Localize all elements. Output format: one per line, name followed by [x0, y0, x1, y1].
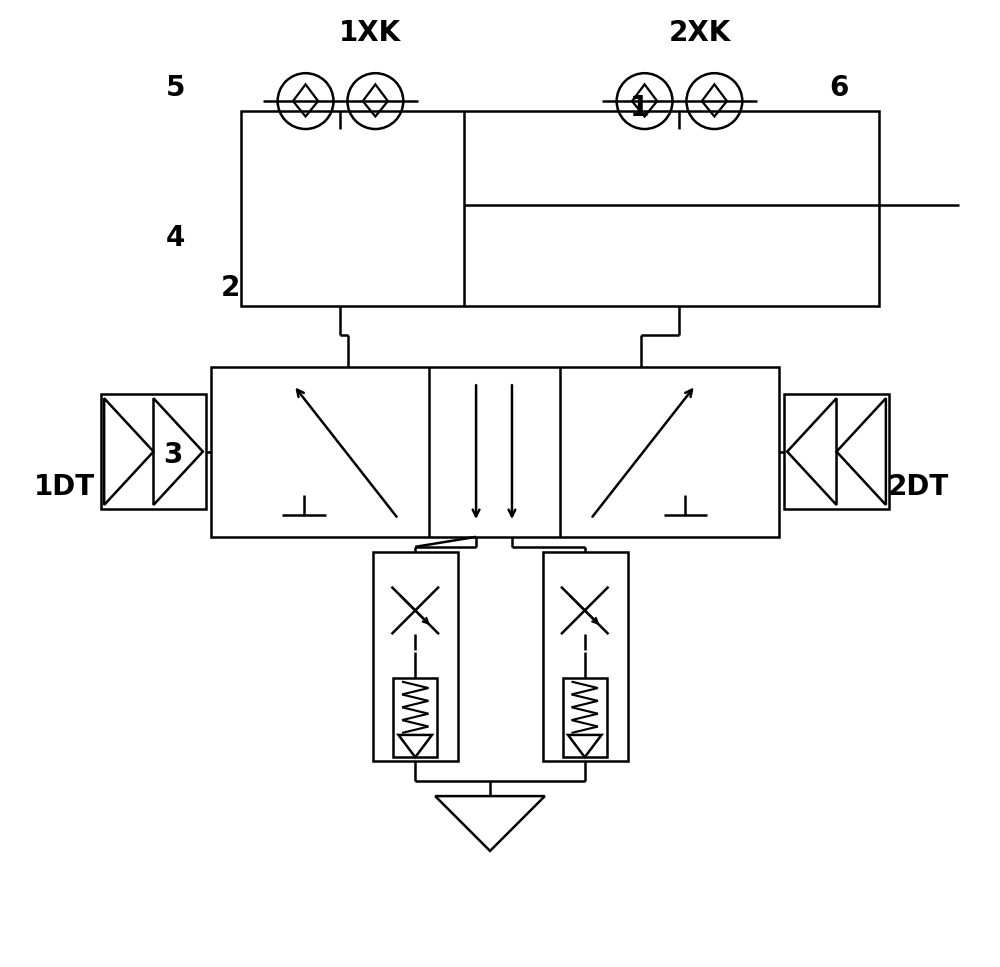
Text: 1: 1 [630, 94, 649, 122]
Text: 4: 4 [166, 223, 186, 251]
Text: 1XK: 1XK [339, 19, 401, 47]
Text: 3: 3 [163, 441, 183, 469]
Bar [373, 552, 458, 761]
Text: 2XK: 2XK [668, 19, 731, 47]
Bar [101, 395, 206, 509]
Text: 5: 5 [166, 74, 186, 103]
Bar [543, 552, 628, 761]
Text: 2: 2 [221, 274, 240, 302]
Bar [563, 678, 607, 757]
Bar [211, 367, 779, 537]
Text: 6: 6 [829, 74, 849, 103]
Bar [241, 111, 879, 306]
Text: 2DT: 2DT [888, 473, 949, 501]
Text: 1DT: 1DT [34, 473, 95, 501]
Bar [393, 678, 437, 757]
Bar [784, 395, 889, 509]
